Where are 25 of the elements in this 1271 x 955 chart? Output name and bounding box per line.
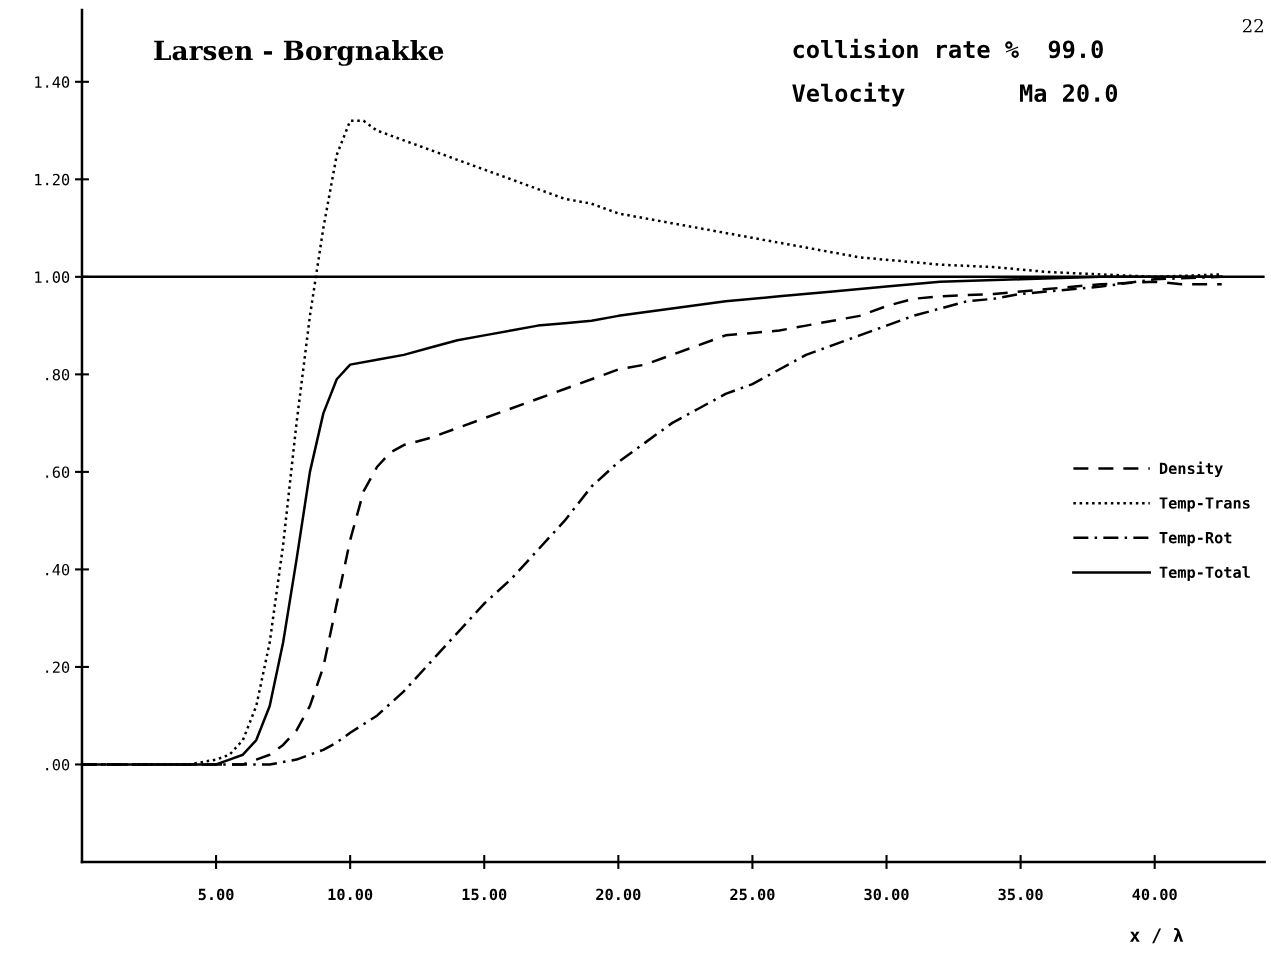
y-tick-label: .20 bbox=[46, 661, 70, 673]
y-tick-label: 1.00 bbox=[35, 271, 70, 283]
y-tick-label: .00 bbox=[46, 758, 70, 771]
annotation: Velocity Ma 20.0 bbox=[792, 82, 1118, 107]
annotation: 22 bbox=[1242, 18, 1263, 33]
x-tick-label: 20.00 bbox=[596, 888, 641, 901]
x-tick-label: 30.00 bbox=[864, 888, 909, 901]
x-tick-label: 25.00 bbox=[730, 888, 775, 901]
legend-label: Temp-Trans bbox=[1159, 497, 1250, 512]
legend-label: Temp-Total bbox=[1159, 566, 1250, 581]
x-tick-label: 15.00 bbox=[462, 888, 507, 901]
x-tick-label: 40.00 bbox=[1132, 888, 1177, 901]
y-tick-label: .40 bbox=[46, 563, 70, 576]
y-tick-label: .60 bbox=[46, 466, 70, 478]
x-tick-label: 5.00 bbox=[198, 888, 234, 901]
x-tick-label: 35.00 bbox=[998, 888, 1043, 901]
x-axis-title: x / λ bbox=[1129, 927, 1184, 944]
x-tick-label: 10.00 bbox=[328, 888, 373, 901]
legend-label: Temp-Rot bbox=[1159, 532, 1232, 547]
y-tick-label: .80 bbox=[46, 368, 70, 381]
y-tick-label: 1.40 bbox=[35, 76, 70, 88]
y-tick-label: 1.20 bbox=[35, 173, 70, 186]
text: Larsen - Borgnakke bbox=[154, 39, 444, 66]
legend-label: Density bbox=[1159, 461, 1223, 478]
annotation: collision rate % 99.0 bbox=[793, 38, 1103, 59]
